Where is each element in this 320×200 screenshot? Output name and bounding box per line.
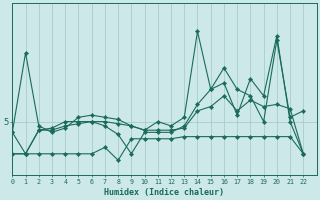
X-axis label: Humidex (Indice chaleur): Humidex (Indice chaleur) [104, 188, 224, 197]
